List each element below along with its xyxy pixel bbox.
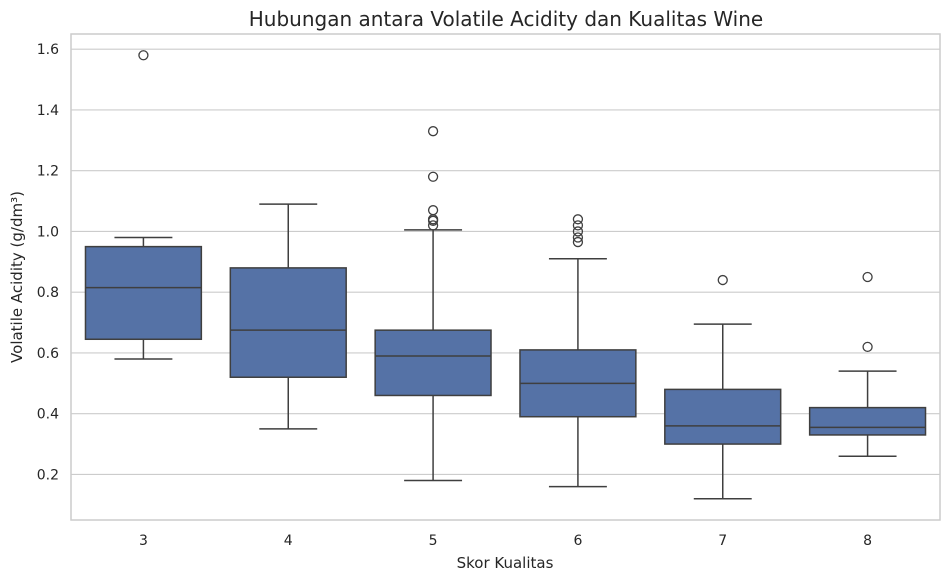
y-tick-label: 0.8: [37, 285, 59, 301]
y-tick-label: 1.0: [37, 224, 59, 240]
x-tick-label: 3: [139, 533, 148, 549]
iqr-box: [808, 406, 927, 436]
box-group-8: [808, 271, 927, 457]
outlier-point: [862, 271, 873, 283]
chart-title: Hubungan antara Volatile Acidity dan Kua…: [249, 7, 763, 31]
x-axis-label: Skor Kualitas: [457, 554, 554, 572]
y-axis-label: Volatile Acidity (g/dm³): [8, 191, 26, 363]
plot-area: [70, 33, 941, 521]
outlier-point: [572, 236, 584, 248]
x-tick-label: 6: [573, 533, 582, 549]
x-tick-label: 4: [284, 533, 293, 549]
y-tick-label: 0.2: [37, 467, 59, 483]
grid-lines: [71, 48, 940, 476]
outlier-point: [862, 341, 873, 353]
outlier-point: [572, 214, 584, 225]
x-tick-label: 7: [718, 533, 727, 549]
outlier-point: [717, 274, 728, 286]
boxes: [84, 50, 927, 500]
x-tick-label: 8: [863, 533, 872, 549]
outlier-point: [427, 205, 439, 216]
x-tick-label: 5: [429, 533, 438, 549]
iqr-box: [84, 245, 203, 341]
box-group-5: [374, 126, 492, 482]
y-tick-label: 1.2: [37, 164, 59, 180]
y-tick-label: 0.6: [37, 346, 59, 362]
box-group-6: [519, 214, 637, 488]
box-group-4: [229, 203, 347, 430]
box-group-7: [664, 274, 782, 500]
outlier-point: [427, 220, 439, 231]
outlier-point: [138, 50, 149, 61]
box-group-3: [84, 50, 203, 360]
outlier-point: [427, 126, 439, 137]
outlier-point: [572, 226, 584, 237]
x-axis-ticks: 3 4 5 6 7 8: [139, 533, 872, 549]
iqr-box: [374, 329, 492, 397]
y-axis-ticks: 0.2 0.4 0.6 0.8 1.0 1.2 1.4 1.6: [37, 42, 59, 483]
iqr-box: [664, 388, 782, 445]
outlier-point: [572, 220, 584, 231]
outlier-point: [572, 232, 584, 243]
y-tick-label: 0.4: [37, 407, 59, 423]
y-tick-label: 1.6: [37, 42, 59, 58]
outlier-point: [427, 171, 439, 182]
y-tick-label: 1.4: [37, 103, 59, 119]
iqr-box: [229, 267, 347, 378]
